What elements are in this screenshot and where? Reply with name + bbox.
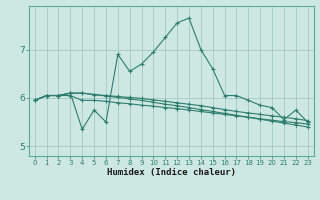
X-axis label: Humidex (Indice chaleur): Humidex (Indice chaleur) [107, 168, 236, 177]
